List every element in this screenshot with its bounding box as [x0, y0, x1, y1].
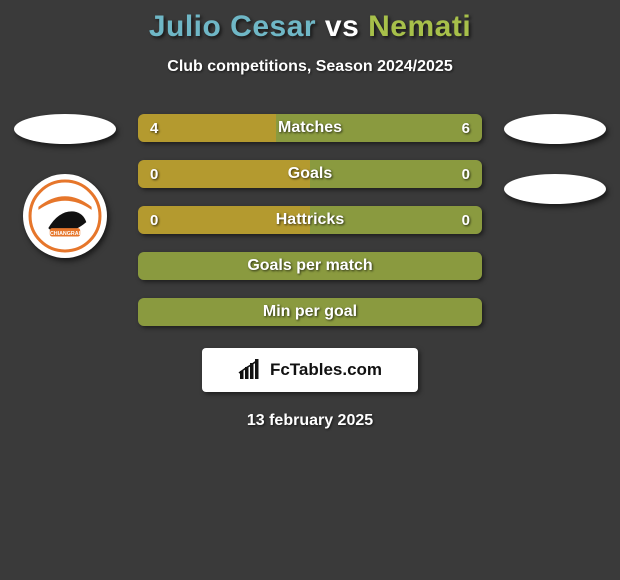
right-side-col [502, 114, 608, 204]
bar-value-left: 0 [150, 206, 158, 234]
source-logo: FcTables.com [202, 348, 418, 392]
stat-bar: Goals00 [138, 160, 482, 188]
bar-segment-full [138, 252, 482, 280]
date-text: 13 february 2025 [0, 412, 620, 430]
player2-name: Nemati [368, 10, 471, 43]
logo-text: FcTables.com [270, 360, 382, 380]
bar-segment-left [138, 160, 310, 188]
bar-value-left: 0 [150, 160, 158, 188]
bar-value-right: 6 [462, 114, 470, 142]
bar-segment-right [276, 114, 482, 142]
player1-flag-ellipse [14, 114, 116, 144]
stat-bar: Goals per match [138, 252, 482, 280]
player2-flag-ellipse [504, 114, 606, 144]
player2-club-ellipse [504, 174, 606, 204]
stat-bar: Matches46 [138, 114, 482, 142]
bar-segment-right [310, 206, 482, 234]
bar-value-right: 0 [462, 206, 470, 234]
comparison-infographic: Julio Cesar vs Nemati Club competitions,… [0, 0, 620, 430]
stat-bar: Min per goal [138, 298, 482, 326]
bar-segment-left [138, 114, 276, 142]
stat-bars: Matches46Goals00Hattricks00Goals per mat… [138, 114, 482, 326]
title-vs: vs [325, 10, 359, 43]
svg-text:CHIANGRAI: CHIANGRAI [50, 231, 81, 237]
page-title: Julio Cesar vs Nemati [0, 10, 620, 44]
bar-value-right: 0 [462, 160, 470, 188]
bar-value-left: 4 [150, 114, 158, 142]
bar-chart-icon [238, 359, 264, 381]
stat-bar: Hattricks00 [138, 206, 482, 234]
player1-club-badge: CHIANGRAI [23, 174, 107, 258]
left-side-col: CHIANGRAI [12, 114, 118, 258]
bar-segment-right [310, 160, 482, 188]
bar-segment-left [138, 206, 310, 234]
club-badge-svg: CHIANGRAI [27, 178, 103, 254]
subtitle: Club competitions, Season 2024/2025 [0, 58, 620, 76]
bar-segment-full [138, 298, 482, 326]
content-row: CHIANGRAI Matches46Goals00Hattricks00Goa… [0, 114, 620, 326]
player1-name: Julio Cesar [149, 10, 316, 43]
